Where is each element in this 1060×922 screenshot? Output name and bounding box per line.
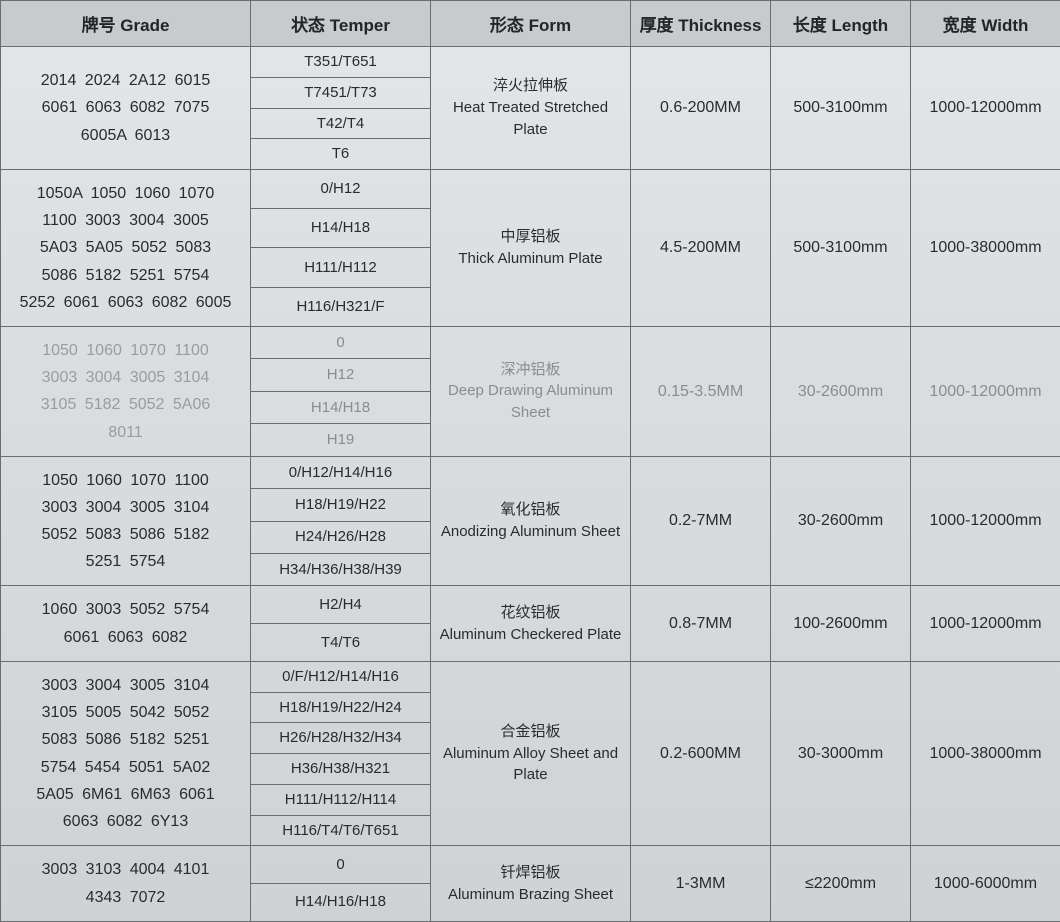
form-cell: 花纹铝板Aluminum Checkered Plate	[431, 586, 631, 661]
temper-cell: 0	[251, 326, 431, 358]
length-cell: ≤2200mm	[771, 846, 911, 921]
table-row: 1060 3003 5052 57546061 6063 6082H2/H4花纹…	[1, 586, 1060, 624]
temper-cell: T4/T6	[251, 624, 431, 662]
col-grade: 牌号 Grade	[1, 1, 251, 47]
temper-cell: H116/T4/T6/T651	[251, 815, 431, 846]
form-en: Anodizing Aluminum Sheet	[439, 521, 622, 543]
col-form: 形态 Form	[431, 1, 631, 47]
grade-cell: 1050 1060 1070 11003003 3004 3005 310431…	[1, 326, 251, 456]
table-row: 1050A 1050 1060 10701100 3003 3004 30055…	[1, 170, 1060, 209]
temper-cell: T42/T4	[251, 108, 431, 139]
temper-cell: T351/T651	[251, 47, 431, 78]
col-width: 宽度 Width	[911, 1, 1060, 47]
thickness-cell: 0.15-3.5MM	[631, 326, 771, 456]
grade-cell: 1050A 1050 1060 10701100 3003 3004 30055…	[1, 170, 251, 327]
form-cell: 深冲铝板Deep Drawing Aluminum Sheet	[431, 326, 631, 456]
form-en: Heat Treated Stretched Plate	[439, 97, 622, 141]
grade-cell: 3003 3004 3005 31043105 5005 5042 505250…	[1, 661, 251, 846]
temper-cell: H18/H19/H22	[251, 489, 431, 521]
length-cell: 30-2600mm	[771, 456, 911, 586]
temper-cell: T6	[251, 139, 431, 170]
grade-cell: 2014 2024 2A12 60156061 6063 6082 707560…	[1, 47, 251, 170]
form-en: Aluminum Checkered Plate	[439, 624, 622, 646]
length-cell: 100-2600mm	[771, 586, 911, 661]
width-cell: 1000-12000mm	[911, 47, 1060, 170]
form-cn: 花纹铝板	[439, 602, 622, 624]
temper-cell: H12	[251, 359, 431, 391]
col-length: 长度 Length	[771, 1, 911, 47]
form-cell: 氧化铝板Anodizing Aluminum Sheet	[431, 456, 631, 586]
temper-cell: H36/H38/H321	[251, 754, 431, 785]
col-thickness: 厚度 Thickness	[631, 1, 771, 47]
form-cn: 中厚铝板	[439, 226, 622, 248]
width-cell: 1000-6000mm	[911, 846, 1060, 921]
temper-cell: H14/H16/H18	[251, 884, 431, 922]
thickness-cell: 0.8-7MM	[631, 586, 771, 661]
temper-cell: T7451/T73	[251, 77, 431, 108]
table-row: 3003 3004 3005 31043105 5005 5042 505250…	[1, 661, 1060, 692]
temper-cell: H18/H19/H22/H24	[251, 692, 431, 723]
form-cell: 合金铝板Aluminum Alloy Sheet and Plate	[431, 661, 631, 846]
temper-cell: H116/H321/F	[251, 287, 431, 326]
length-cell: 500-3100mm	[771, 170, 911, 327]
table-row: 1050 1060 1070 11003003 3004 3005 310431…	[1, 326, 1060, 358]
width-cell: 1000-38000mm	[911, 170, 1060, 327]
form-cell: 中厚铝板Thick Aluminum Plate	[431, 170, 631, 327]
length-cell: 30-2600mm	[771, 326, 911, 456]
table-body: 2014 2024 2A12 60156061 6063 6082 707560…	[1, 47, 1060, 922]
form-en: Aluminum Brazing Sheet	[439, 884, 622, 906]
temper-cell: 0/F/H12/H14/H16	[251, 661, 431, 692]
width-cell: 1000-12000mm	[911, 586, 1060, 661]
form-cn: 氧化铝板	[439, 499, 622, 521]
col-temper: 状态 Temper	[251, 1, 431, 47]
form-cn: 淬火拉伸板	[439, 75, 622, 97]
temper-cell: H111/H112/H114	[251, 784, 431, 815]
temper-cell: H14/H18	[251, 209, 431, 248]
form-cn: 合金铝板	[439, 721, 622, 743]
grade-cell: 1050 1060 1070 11003003 3004 3005 310450…	[1, 456, 251, 586]
length-cell: 500-3100mm	[771, 47, 911, 170]
table-row: 3003 3103 4004 41014343 70720钎焊铝板Aluminu…	[1, 846, 1060, 884]
spec-table: 牌号 Grade 状态 Temper 形态 Form 厚度 Thickness …	[0, 0, 1060, 922]
thickness-cell: 0.6-200MM	[631, 47, 771, 170]
thickness-cell: 0.2-7MM	[631, 456, 771, 586]
temper-cell: H14/H18	[251, 391, 431, 423]
temper-cell: 0/H12/H14/H16	[251, 456, 431, 488]
grade-cell: 3003 3103 4004 41014343 7072	[1, 846, 251, 921]
width-cell: 1000-12000mm	[911, 326, 1060, 456]
table-row: 1050 1060 1070 11003003 3004 3005 310450…	[1, 456, 1060, 488]
grade-cell: 1060 3003 5052 57546061 6063 6082	[1, 586, 251, 661]
width-cell: 1000-38000mm	[911, 661, 1060, 846]
form-en: Thick Aluminum Plate	[439, 248, 622, 270]
form-cn: 钎焊铝板	[439, 862, 622, 884]
temper-cell: H26/H28/H32/H34	[251, 723, 431, 754]
form-cn: 深冲铝板	[439, 359, 622, 381]
table-row: 2014 2024 2A12 60156061 6063 6082 707560…	[1, 47, 1060, 78]
temper-cell: 0/H12	[251, 170, 431, 209]
form-en: Deep Drawing Aluminum Sheet	[439, 380, 622, 424]
form-cell: 钎焊铝板Aluminum Brazing Sheet	[431, 846, 631, 921]
thickness-cell: 1-3MM	[631, 846, 771, 921]
temper-cell: H19	[251, 424, 431, 456]
thickness-cell: 4.5-200MM	[631, 170, 771, 327]
form-en: Aluminum Alloy Sheet and Plate	[439, 743, 622, 787]
form-cell: 淬火拉伸板Heat Treated Stretched Plate	[431, 47, 631, 170]
temper-cell: H111/H112	[251, 248, 431, 287]
temper-cell: H24/H26/H28	[251, 521, 431, 553]
temper-cell: H34/H36/H38/H39	[251, 554, 431, 586]
thickness-cell: 0.2-600MM	[631, 661, 771, 846]
length-cell: 30-3000mm	[771, 661, 911, 846]
temper-cell: 0	[251, 846, 431, 884]
spec-sheet: 牌号 Grade 状态 Temper 形态 Form 厚度 Thickness …	[0, 0, 1060, 922]
table-header: 牌号 Grade 状态 Temper 形态 Form 厚度 Thickness …	[1, 1, 1060, 47]
width-cell: 1000-12000mm	[911, 456, 1060, 586]
temper-cell: H2/H4	[251, 586, 431, 624]
